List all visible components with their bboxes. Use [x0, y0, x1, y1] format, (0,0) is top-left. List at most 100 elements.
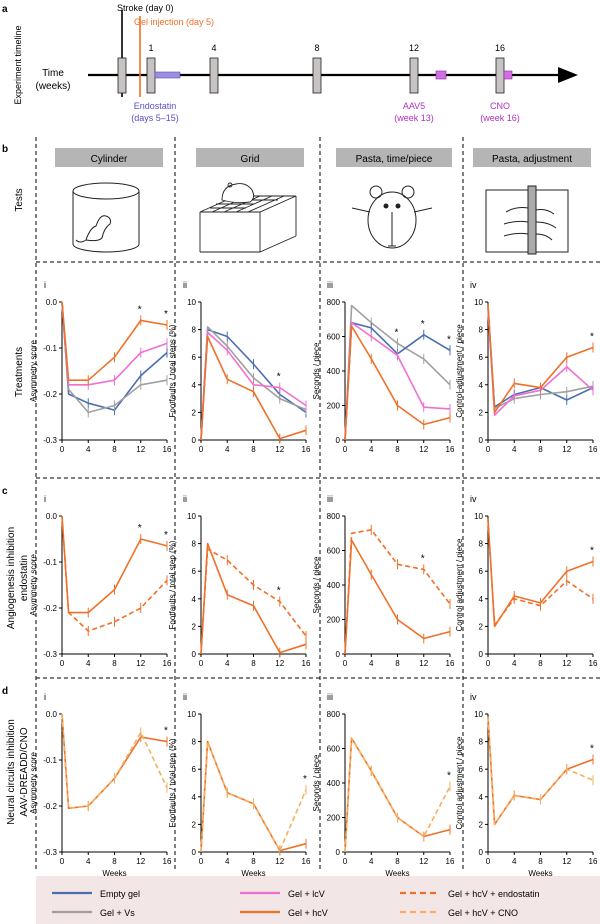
significance-star: *	[447, 334, 451, 345]
y-tick-label: 800	[327, 298, 341, 307]
y-tick-label: 0	[479, 650, 484, 659]
y-tick-label: 4	[192, 595, 197, 604]
y-axis-label: Asymmetry score	[29, 554, 38, 616]
x-tick-label: 0	[60, 659, 65, 668]
treatments-row-label: Treatments	[14, 347, 25, 397]
timeline-tick-12: 12	[409, 43, 419, 53]
aav5-label-1: AAV5	[403, 101, 425, 111]
neural-row-label-1: Neural circuits inhibition	[6, 719, 17, 825]
significance-star: *	[138, 523, 142, 534]
aav5-marker	[435, 70, 447, 80]
significance-star: *	[303, 774, 307, 785]
series-line	[344, 528, 451, 655]
y-tick-label: 0	[192, 848, 197, 857]
chart-panel-roman: ii	[183, 280, 187, 290]
y-tick-label: 0	[336, 436, 341, 445]
series-line	[344, 539, 451, 655]
x-tick-label: 16	[589, 857, 598, 866]
x-tick-label: 16	[589, 659, 598, 668]
y-tick-label: 0	[192, 436, 197, 445]
y-tick-label: 0.0	[46, 710, 58, 719]
y-axis-label: Asymmetry score	[29, 752, 38, 814]
cno-label-2: (week 16)	[480, 113, 520, 123]
panel-letter-b: b	[2, 144, 8, 155]
chart-panel-roman: iv	[470, 280, 477, 290]
chart-c-ii: ii 0 2 4 6 8 10 0 4 8 12 16 Footfaults / total step …	[168, 494, 311, 668]
series-line	[200, 335, 307, 441]
chart-c-i: i0.0 -0.1 -0.2 -0.30 4 8 12 16 Asymmetry score * *	[29, 494, 172, 668]
x-tick-label: 4	[225, 659, 230, 668]
timeline-test-box-week16	[495, 57, 505, 94]
chart-b-iii: iii 0 200 400 600 800 0 4 8 12 16 Seconds / piece * *…	[312, 280, 455, 454]
y-tick-label: 6	[192, 567, 197, 576]
panel-letter-c: c	[2, 486, 8, 497]
x-tick-label: 0	[486, 445, 491, 454]
y-tick-label: 8	[479, 738, 484, 747]
y-tick-label: 6	[479, 567, 484, 576]
y-tick-label: 6	[192, 353, 197, 362]
panel-letter-d: d	[2, 686, 8, 697]
x-tick-label: 0	[343, 445, 348, 454]
y-tick-label: 4	[192, 793, 197, 802]
test-header-cylinder-bg	[55, 148, 163, 167]
x-tick-label: 16	[302, 659, 311, 668]
pasta-adjustment-illustration	[485, 185, 569, 255]
x-tick-label: 12	[136, 659, 145, 668]
x-tick-label: 16	[302, 445, 311, 454]
legend-label: Gel + Vs	[100, 908, 135, 918]
x-tick-label: 12	[562, 659, 571, 668]
y-tick-label: 0	[479, 848, 484, 857]
x-tick-label: 12	[562, 857, 571, 866]
legend: Empty gel Gel + lcV Gel + hcV + endostatin…	[52, 889, 540, 918]
timeline-test-box-week12	[409, 57, 419, 94]
x-tick-label: 8	[395, 659, 400, 668]
timeline-test-box-week1	[146, 57, 156, 94]
y-tick-label: 2	[192, 820, 197, 829]
significance-star: *	[395, 327, 399, 338]
y-tick-label: 0	[479, 436, 484, 445]
y-axis-label: Footfaults / total step (%)	[168, 540, 177, 629]
x-tick-label: 12	[136, 445, 145, 454]
series-line	[344, 737, 451, 853]
x-tick-label: 8	[538, 857, 543, 866]
x-tick-label: 8	[251, 659, 256, 668]
timeline-side-label: Experiment timeline	[13, 25, 23, 104]
x-tick-label: 12	[419, 445, 428, 454]
x-tick-label: 16	[163, 659, 172, 668]
endostatin-label-1: Endostatin	[134, 101, 177, 111]
y-tick-label: 800	[327, 710, 341, 719]
timeline-arrowhead	[558, 67, 578, 83]
y-tick-label: 0.0	[46, 298, 58, 307]
y-tick-label: 600	[327, 745, 341, 754]
y-tick-label: 200	[327, 402, 341, 411]
significance-star: *	[590, 332, 594, 343]
tests-row-label: Tests	[14, 188, 25, 211]
x-tick-label: 4	[512, 659, 517, 668]
stroke-label: Stroke (day 0)	[117, 3, 174, 13]
x-tick-label: 8	[395, 445, 400, 454]
test-header-grid-bg	[196, 148, 304, 167]
series-line	[200, 740, 307, 853]
x-tick-label: 0	[486, 857, 491, 866]
x-tick-label: 16	[446, 659, 455, 668]
y-tick-label: 8	[479, 326, 484, 335]
x-tick-label: 0	[60, 857, 65, 866]
x-tick-label: 12	[275, 445, 284, 454]
x-tick-label: 12	[419, 857, 428, 866]
series-line	[487, 304, 594, 414]
y-tick-label: 8	[192, 326, 197, 335]
y-tick-label: 10	[474, 710, 483, 719]
neural-row-label-2: AAV-DREADD/CNO	[19, 727, 30, 816]
y-axis-label: Footfaults / total steps (%)	[168, 324, 177, 417]
x-tick-label: 0	[60, 445, 65, 454]
x-tick-label: 12	[136, 857, 145, 866]
grid-test-illustration	[199, 182, 297, 253]
test-header-pasta-time-bg	[336, 148, 452, 167]
x-tick-label: 12	[419, 659, 428, 668]
y-tick-label: 200	[327, 814, 341, 823]
chart-panel-roman: iii	[327, 494, 333, 504]
endostatin-period-bar	[154, 71, 181, 79]
x-tick-label: 0	[486, 659, 491, 668]
y-tick-label: -0.2	[43, 390, 57, 399]
